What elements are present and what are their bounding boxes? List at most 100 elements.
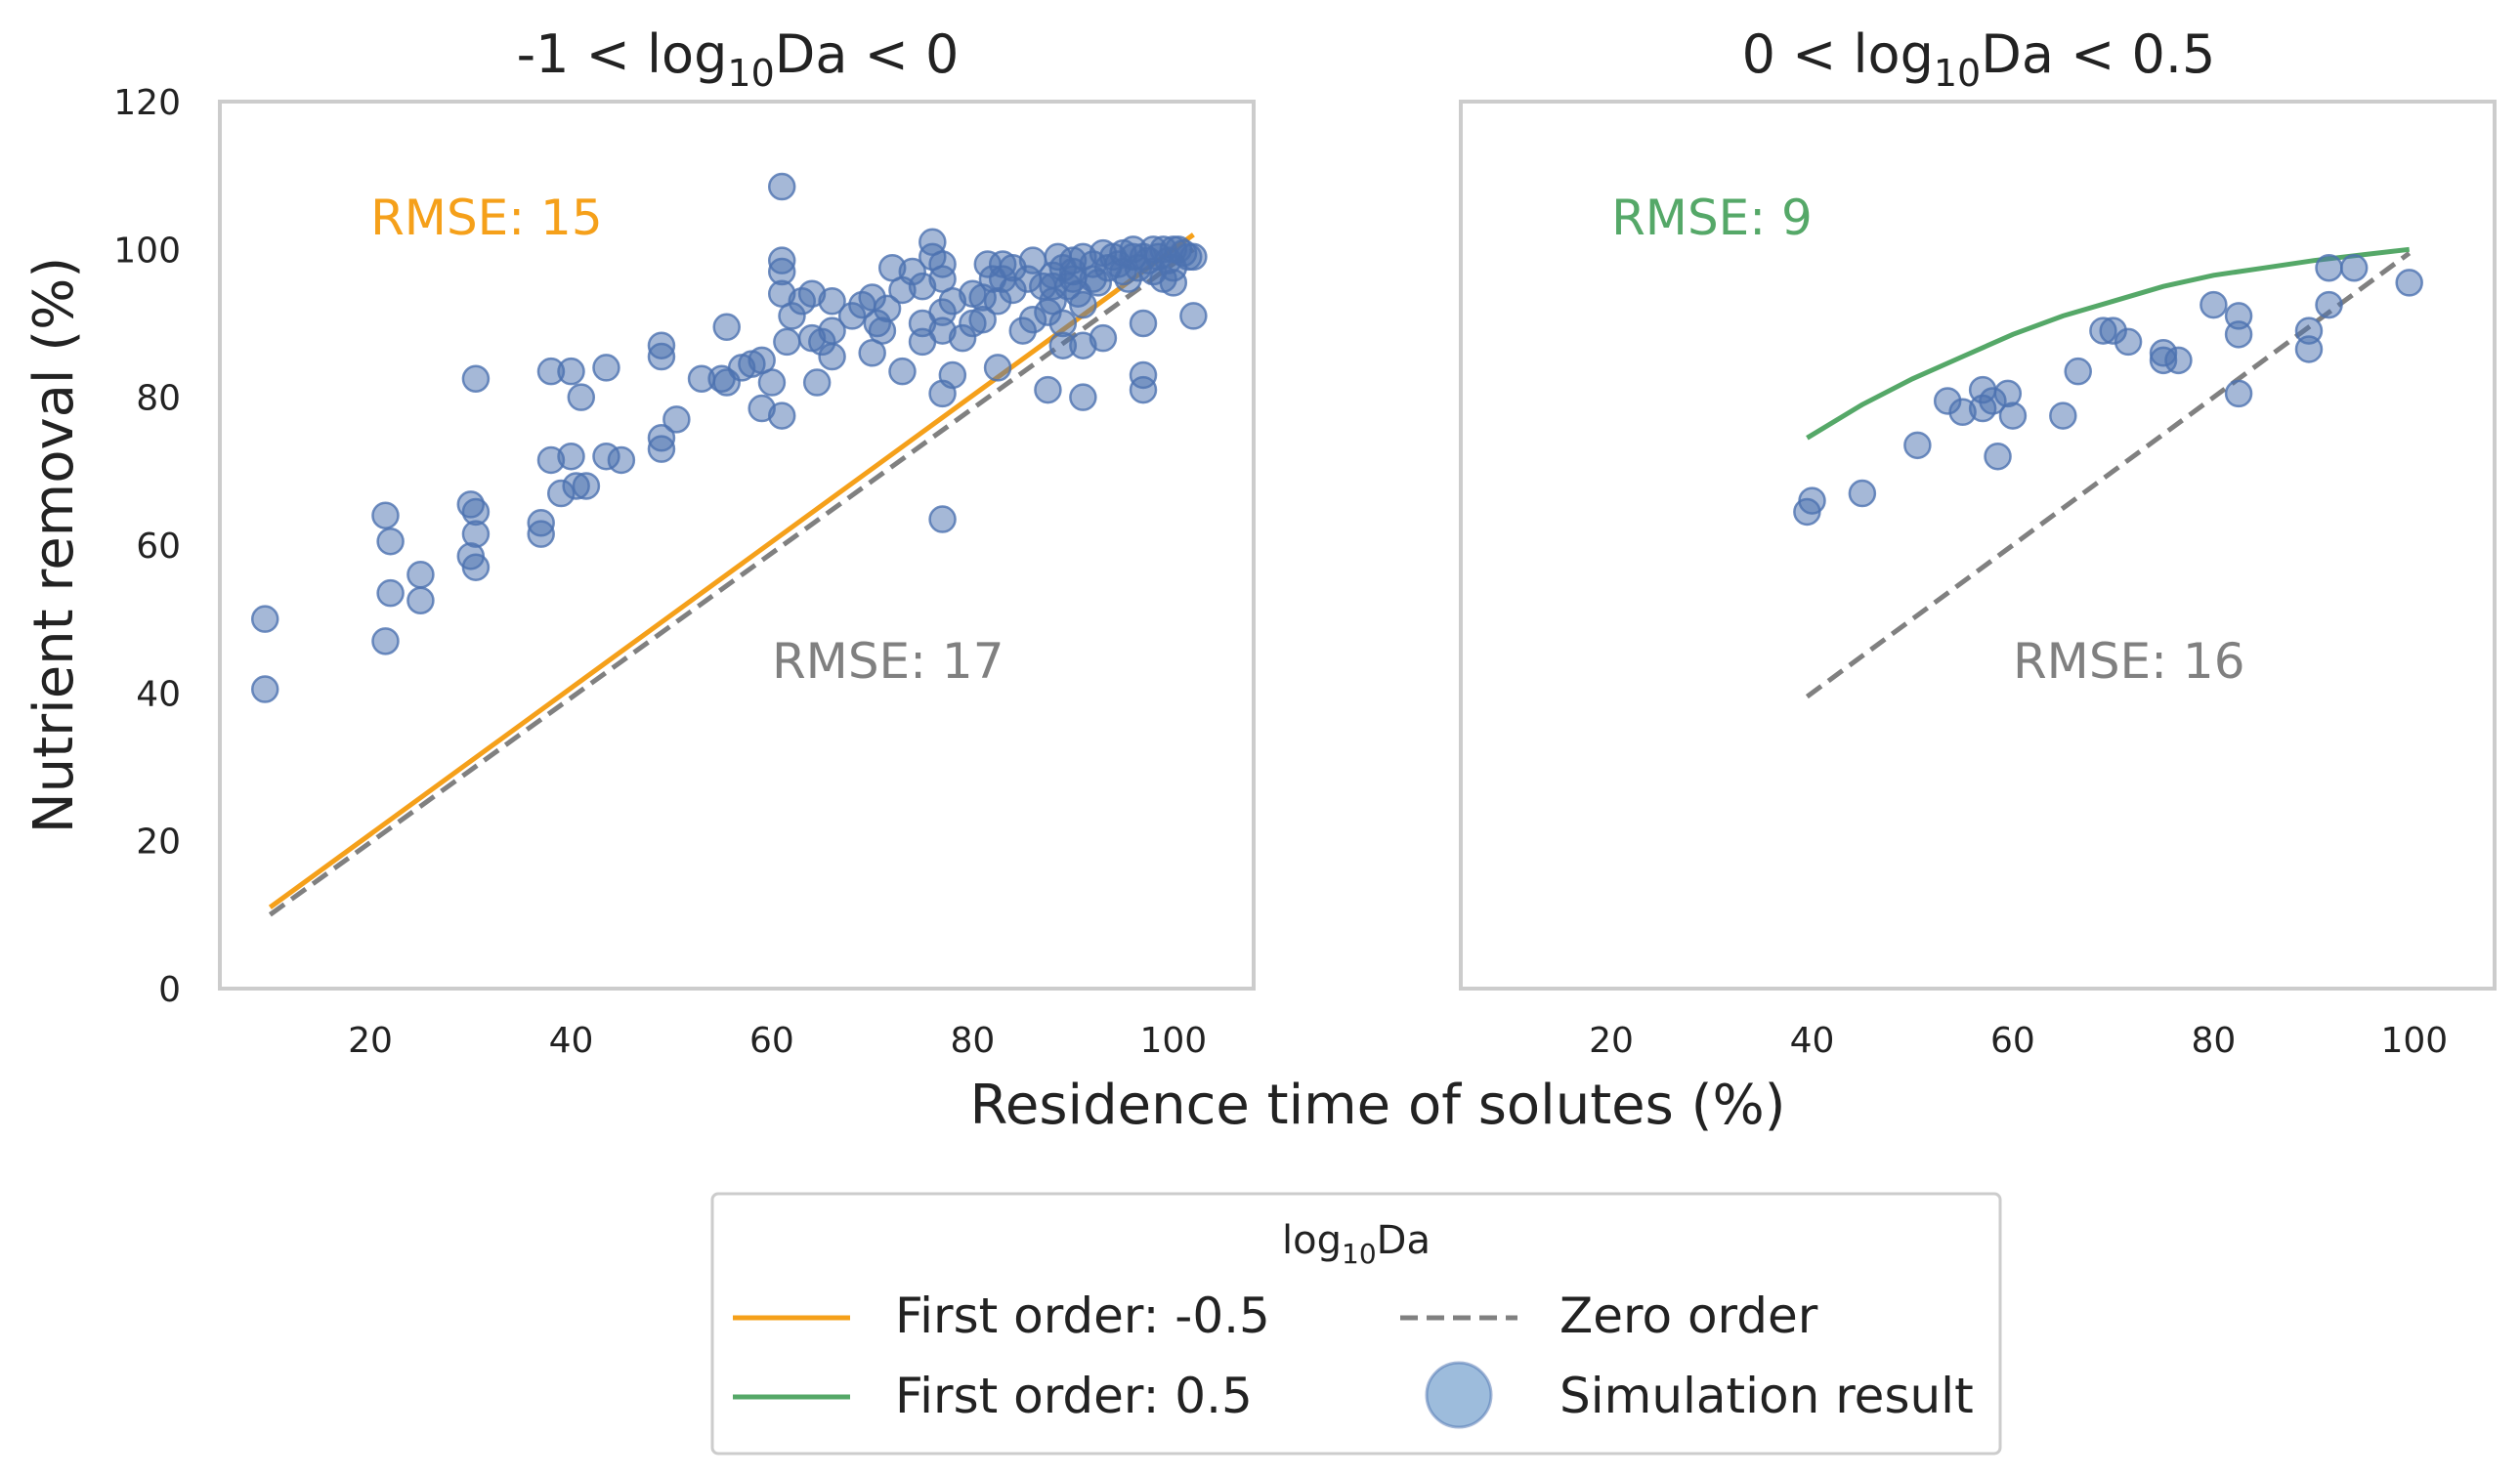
simulation-point (1798, 486, 1826, 515)
simulation-point (2114, 327, 2143, 357)
simulation-point (2164, 346, 2193, 375)
simulation-point (2224, 320, 2253, 349)
simulation-point (371, 627, 400, 655)
right-rmse-annotation: RMSE: 9 (1611, 190, 1813, 246)
right-x-tick-label: 100 (2380, 1021, 2448, 1061)
legend-entry-zero-order: Zero order (1400, 1288, 1818, 1344)
simulation-point (2200, 290, 2228, 319)
simulation-point (1039, 272, 1067, 301)
simulation-point (2224, 379, 2253, 408)
simulation-point (647, 342, 676, 371)
simulation-point (938, 360, 967, 390)
simulation-point (968, 305, 997, 334)
simulation-point (592, 354, 620, 382)
y-axis-label: Nutrient removal (%) (22, 257, 86, 833)
left-plot-frame (218, 100, 1256, 991)
simulation-point (1069, 383, 1097, 411)
left-rmse-annotation: RMSE: 17 (772, 633, 1004, 690)
left-zero-order-line (268, 247, 1195, 917)
simulation-point (1984, 442, 2012, 471)
simulation-point (461, 553, 491, 581)
simulation-point (712, 313, 741, 342)
simulation-point (2395, 269, 2423, 297)
simulation-point (647, 435, 676, 463)
simulation-point (371, 501, 400, 529)
legend: log10Da First order: -0.5 Zero order Fir… (710, 1192, 2002, 1456)
simulation-point (1129, 309, 1158, 338)
simulation-point (888, 357, 917, 386)
left-panel-title: -1 < log10Da < 0 (517, 23, 960, 95)
simulation-point (376, 527, 405, 556)
simulation-point (873, 294, 902, 323)
simulation-point (818, 342, 846, 371)
simulation-point (908, 272, 937, 301)
simulation-point (376, 578, 405, 608)
right-x-tick-label: 20 (1589, 1021, 1634, 1061)
simulation-point (1129, 375, 1158, 404)
simulation-point (1903, 431, 1932, 460)
left-y-tick-label: 20 (136, 823, 181, 863)
simulation-point (818, 287, 846, 316)
simulation-point (773, 327, 801, 357)
right-plot-frame (1459, 100, 2497, 991)
right-rmse-annotation: RMSE: 16 (2013, 633, 2245, 690)
simulation-point (1018, 305, 1047, 334)
simulation-point (2294, 335, 2324, 363)
simulation-point (461, 364, 491, 393)
legend-label: First order: 0.5 (895, 1368, 1253, 1424)
left-y-tick-label: 40 (136, 674, 181, 714)
simulation-point (983, 354, 1012, 382)
simulation-point (572, 472, 601, 500)
right-panel: 0 < log10Da < 0.5 20 40 60 80 100 RMSE: 9 RMS… (1459, 23, 2497, 1061)
left-x-tick-label: 40 (549, 1021, 594, 1061)
right-x-tick-label: 80 (2191, 1021, 2236, 1061)
left-rmse-annotation: RMSE: 15 (370, 190, 603, 246)
simulation-point (2315, 290, 2343, 319)
simulation-point (2315, 254, 2343, 282)
left-x-tick-label: 80 (950, 1021, 995, 1061)
left-y-tick-label: 100 (113, 231, 181, 271)
legend-label: Simulation result (1559, 1368, 1974, 1424)
simulation-point (1034, 375, 1062, 404)
simulation-point (767, 172, 796, 201)
left-x-tick-label: 100 (1139, 1021, 1207, 1061)
legend-entry-first-order-neg: First order: -0.5 (733, 1288, 1270, 1344)
x-axis-label: Residence time of solutes (%) (970, 1074, 1786, 1137)
left-x-tick-label: 20 (348, 1021, 393, 1061)
right-x-tick-label: 60 (1990, 1021, 2035, 1061)
simulation-point (757, 368, 787, 397)
left-y-tick-label: 0 (158, 970, 181, 1010)
legend-label: First order: -0.5 (895, 1288, 1270, 1344)
left-panel: -1 < log10Da < 0 20 40 60 80 100 0 20 40 60 80 100… (113, 23, 1256, 1061)
simulation-point (1159, 269, 1188, 297)
simulation-point (250, 605, 279, 633)
simulation-point (1089, 323, 1118, 353)
simulation-point (1179, 242, 1208, 272)
legend-swatch-marker (1425, 1361, 1493, 1429)
simulation-point (1998, 401, 2028, 430)
simulation-point (1848, 479, 1877, 508)
simulation-point (406, 561, 435, 589)
simulation-point (607, 445, 636, 475)
simulation-point (2064, 357, 2092, 386)
left-y-tick-label: 120 (113, 83, 181, 123)
simulation-point (767, 401, 796, 430)
simulation-point (250, 675, 279, 703)
right-first-order-line (1806, 246, 2410, 441)
left-y-tick-label: 60 (136, 527, 181, 567)
simulation-point (1179, 302, 1208, 330)
simulation-point (557, 442, 585, 471)
left-first-order-line (268, 232, 1195, 909)
simulation-point (2339, 254, 2369, 282)
simulation-point (557, 357, 585, 386)
legend-frame (710, 1192, 2002, 1456)
simulation-point (527, 520, 555, 548)
simulation-point (406, 586, 435, 614)
simulation-point (567, 383, 596, 411)
right-x-tick-label: 40 (1790, 1021, 1835, 1061)
legend-label: Zero order (1559, 1288, 1818, 1344)
left-y-tick-label: 80 (136, 379, 181, 419)
left-x-tick-label: 60 (749, 1021, 794, 1061)
legend-entry-simulation: Simulation result (1425, 1361, 1974, 1429)
